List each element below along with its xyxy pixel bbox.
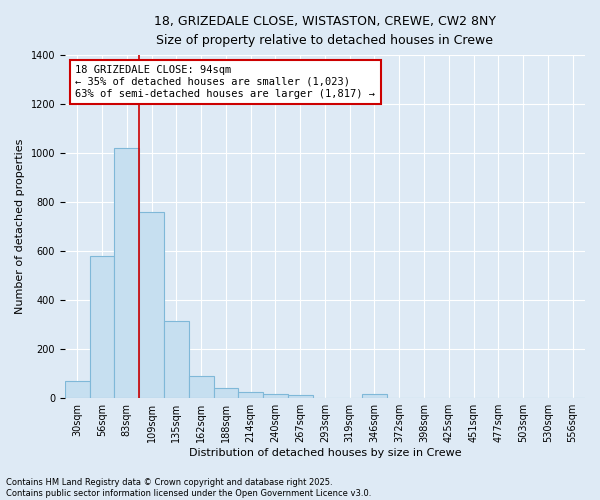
Bar [115, 148, 139, 398]
Y-axis label: Number of detached properties: Number of detached properties [15, 138, 25, 314]
Bar [362, 394, 387, 398]
Bar [288, 395, 313, 398]
Title: 18, GRIZEDALE CLOSE, WISTASTON, CREWE, CW2 8NY
Size of property relative to deta: 18, GRIZEDALE CLOSE, WISTASTON, CREWE, C… [154, 15, 496, 47]
Bar [238, 392, 263, 398]
X-axis label: Distribution of detached houses by size in Crewe: Distribution of detached houses by size … [188, 448, 461, 458]
Bar [214, 388, 238, 398]
Bar [263, 394, 288, 398]
Bar [65, 381, 89, 398]
Bar [89, 256, 115, 398]
Bar [164, 320, 189, 398]
Bar [139, 212, 164, 398]
Bar [189, 376, 214, 398]
Text: Contains HM Land Registry data © Crown copyright and database right 2025.
Contai: Contains HM Land Registry data © Crown c… [6, 478, 371, 498]
Text: 18 GRIZEDALE CLOSE: 94sqm
← 35% of detached houses are smaller (1,023)
63% of se: 18 GRIZEDALE CLOSE: 94sqm ← 35% of detac… [76, 66, 376, 98]
